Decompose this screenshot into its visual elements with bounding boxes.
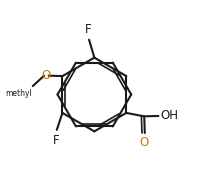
Text: F: F: [84, 23, 91, 36]
Text: O: O: [138, 136, 148, 149]
Text: O: O: [42, 69, 51, 82]
Text: OH: OH: [159, 109, 177, 122]
Text: F: F: [53, 134, 59, 147]
Text: methyl: methyl: [5, 90, 32, 98]
